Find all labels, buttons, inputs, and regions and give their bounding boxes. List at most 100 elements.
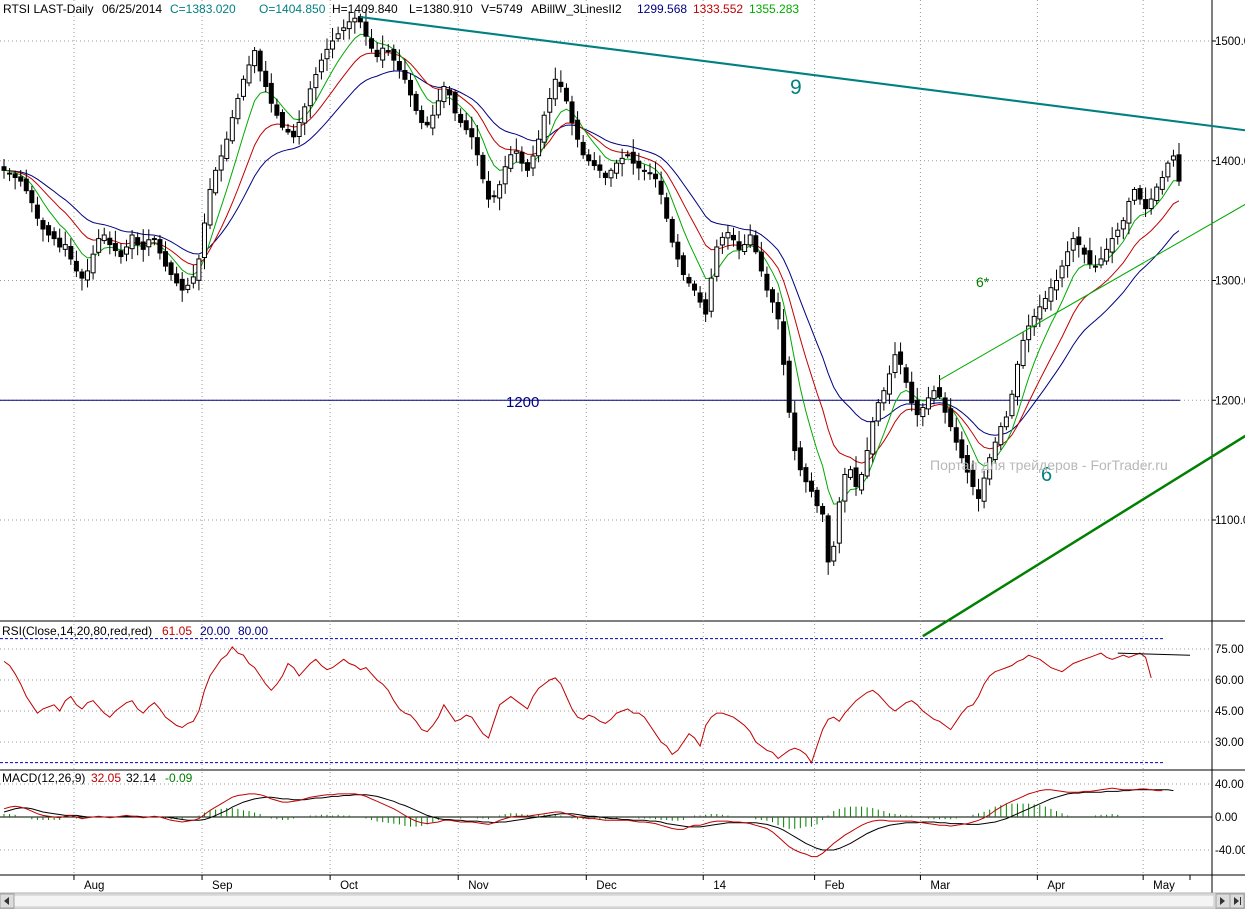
price-tick-label: 1200.0 <box>1215 395 1245 407</box>
candle-body <box>112 243 118 252</box>
candle-body <box>179 278 185 291</box>
candle <box>920 403 926 427</box>
candle <box>619 148 625 177</box>
level-label: 1200 <box>506 394 539 411</box>
candle <box>953 417 959 451</box>
candle <box>881 387 887 411</box>
candle <box>218 144 224 182</box>
candle-body <box>168 262 174 276</box>
candle <box>942 392 948 424</box>
candle <box>814 486 820 513</box>
candle-body <box>859 473 865 491</box>
candle <box>703 292 709 322</box>
candle-body <box>40 220 46 230</box>
candle <box>1026 314 1032 353</box>
scroll-left-button[interactable] <box>0 893 15 909</box>
candle-body <box>1065 251 1071 267</box>
ma-red-line <box>3 52 1180 464</box>
candle-body <box>909 381 915 404</box>
horizontal-scrollbar[interactable] <box>0 892 1245 909</box>
header-open: O=1404.850 <box>259 2 326 16</box>
candle <box>257 48 263 82</box>
candle-body <box>7 172 13 175</box>
candle <box>1065 241 1071 278</box>
candle <box>591 152 597 171</box>
candle-body <box>252 50 258 67</box>
candle <box>964 445 970 484</box>
candle <box>1020 332 1026 369</box>
candle <box>291 124 297 144</box>
candle <box>497 180 503 211</box>
candle-body <box>213 169 219 194</box>
candle <box>29 185 35 213</box>
candle-body <box>318 59 324 73</box>
candle <box>485 171 491 208</box>
price-tick-label: 1400.0 <box>1215 156 1245 168</box>
candle <box>1031 308 1037 336</box>
candle <box>224 131 230 162</box>
candle <box>419 105 425 130</box>
candle <box>1053 269 1059 300</box>
candle-body <box>374 49 380 58</box>
scroll-right-button[interactable] <box>1215 893 1231 909</box>
candle-body <box>90 253 96 274</box>
macd-tick-label: 0.00 <box>1215 812 1237 824</box>
candle <box>797 441 803 477</box>
candle <box>162 241 168 272</box>
candle-body <box>658 180 664 195</box>
month-label: Oct <box>340 880 359 892</box>
month-label: Sep <box>212 880 232 892</box>
candle-body <box>758 251 764 272</box>
candle-body <box>1037 306 1043 320</box>
month-label: Mar <box>930 880 950 892</box>
candle <box>480 152 486 184</box>
candle-body <box>886 373 892 395</box>
macd-value: 32.05 <box>91 771 121 785</box>
candle <box>870 416 876 463</box>
candle <box>513 138 519 163</box>
candle-body <box>1148 198 1154 210</box>
candle-body <box>524 162 530 171</box>
candle <box>424 116 430 128</box>
candle <box>853 456 859 496</box>
candle <box>1154 183 1160 205</box>
candle <box>959 431 965 464</box>
candle-body <box>124 246 130 255</box>
ma-blue-line <box>3 70 1180 436</box>
macd-signal-line <box>3 789 1174 851</box>
candle-body <box>797 447 803 471</box>
candle <box>547 87 553 125</box>
candle <box>112 230 118 257</box>
candle-body <box>135 237 141 246</box>
candle <box>62 231 68 257</box>
candle <box>435 88 441 119</box>
candle-body <box>686 277 692 284</box>
candle-body <box>736 241 742 250</box>
candle-body <box>1026 325 1032 341</box>
candle <box>519 146 525 172</box>
candle <box>608 167 614 187</box>
header-ma-red: 1333.552 <box>693 2 743 16</box>
candle-body <box>769 289 775 303</box>
candle <box>196 254 202 291</box>
candle-body <box>185 284 191 290</box>
month-label: Nov <box>468 880 489 892</box>
scroll-end-button[interactable] <box>1229 893 1245 909</box>
candle-body <box>959 439 965 459</box>
candle-body <box>34 204 40 219</box>
candle <box>146 229 152 257</box>
candle-body <box>196 258 202 281</box>
candle-body <box>46 225 52 236</box>
candle <box>352 11 358 34</box>
candle <box>318 53 324 80</box>
candle-body <box>786 360 792 413</box>
candle-body <box>140 241 146 250</box>
candle <box>341 19 347 40</box>
candle <box>541 111 547 149</box>
candle-body <box>892 354 898 374</box>
candle <box>235 93 241 125</box>
header-ma-green: 1355.283 <box>749 2 799 16</box>
price-tick-label: 1300.0 <box>1215 276 1245 288</box>
scroll-thumb[interactable] <box>13 894 1215 908</box>
candle-body <box>563 87 569 102</box>
